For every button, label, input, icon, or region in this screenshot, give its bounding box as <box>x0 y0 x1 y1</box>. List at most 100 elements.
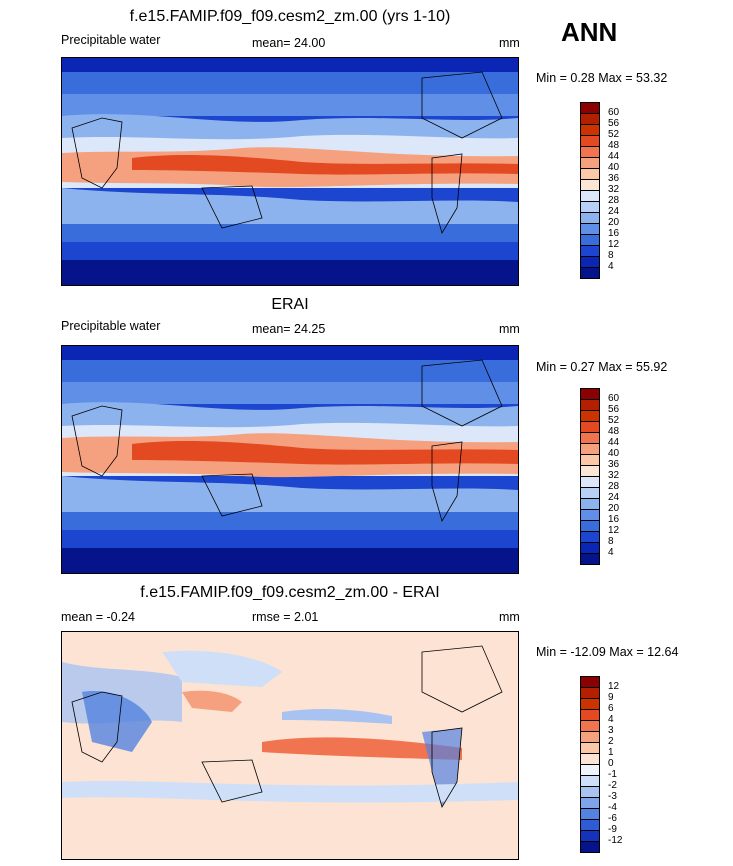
colorbar-swatch <box>580 245 600 257</box>
colorbar-swatch <box>580 841 600 853</box>
panel-3-map <box>61 631 519 860</box>
colorbar-tick-label: 36 <box>608 459 620 470</box>
colorbar-tick-label: 44 <box>608 151 620 162</box>
colorbar-swatch <box>580 256 600 268</box>
colorbar-tick-label: 4 <box>608 714 614 725</box>
panel-1-colorbar: 60 56 52 48 44 40 36 32 28 24 20 16 12 8 4 <box>580 102 640 282</box>
colorbar-swatch <box>580 465 600 477</box>
panel-1-mean-label: mean= 24.00 <box>252 36 326 50</box>
colorbar-tick-label: 24 <box>608 492 620 503</box>
colorbar-swatch <box>580 476 600 488</box>
colorbar-swatch <box>580 553 600 565</box>
colorbar-swatch <box>580 498 600 510</box>
panel-1-title: f.e15.FAMIP.f09_f09.cesm2_zm.00 (yrs 1-1… <box>129 8 451 25</box>
colorbar-tick-label: 3 <box>608 725 614 736</box>
panel-2-mean-label: mean= 24.25 <box>252 322 326 336</box>
colorbar-swatch <box>580 443 600 455</box>
colorbar-tick-label: -12 <box>608 835 623 846</box>
colorbar-tick-label: -4 <box>608 802 617 813</box>
colorbar-tick-label: -2 <box>608 780 617 791</box>
colorbar-tick-label: 28 <box>608 195 620 206</box>
colorbar-swatch <box>580 786 600 798</box>
colorbar-tick-label: 48 <box>608 140 620 151</box>
colorbar-tick-label: 32 <box>608 184 620 195</box>
panel-2-variable-label: Precipitable water <box>61 319 161 333</box>
colorbar-swatch <box>580 764 600 776</box>
colorbar-tick-label: 20 <box>608 217 620 228</box>
colorbar-swatch <box>580 808 600 820</box>
colorbar-swatch <box>580 421 600 433</box>
colorbar-swatch <box>580 223 600 235</box>
colorbar-tick-label: 8 <box>608 536 614 547</box>
panel-3-colorbar: 12 9 6 4 3 2 1 0 -1 -2 -3 -4 -6 -9 -12 <box>580 676 640 856</box>
colorbar-swatch <box>580 720 600 732</box>
season-label: ANN <box>561 17 618 47</box>
colorbar-swatch <box>580 168 600 180</box>
colorbar-swatch <box>580 509 600 521</box>
colorbar-tick-label: 52 <box>608 415 620 426</box>
colorbar-tick-label: -1 <box>608 769 617 780</box>
colorbar-swatch <box>580 531 600 543</box>
colorbar-swatch <box>580 742 600 754</box>
colorbar-tick-label: 40 <box>608 448 620 459</box>
panel-1-map-graphic <box>62 58 518 285</box>
panel-3-rmse-label: rmse = 2.01 <box>252 610 319 624</box>
colorbar-swatch <box>580 731 600 743</box>
colorbar-tick-label: 12 <box>608 525 620 536</box>
colorbar-tick-label: 60 <box>608 107 620 118</box>
panel-1-map <box>61 57 519 286</box>
colorbar-swatch <box>580 454 600 466</box>
colorbar-swatch <box>580 124 600 136</box>
colorbar-swatch <box>580 234 600 246</box>
colorbar-tick-label: 60 <box>608 393 620 404</box>
panel-3-map-graphic <box>62 632 518 859</box>
colorbar-tick-label: -3 <box>608 791 617 802</box>
colorbar-swatch <box>580 487 600 499</box>
colorbar-tick-label: 52 <box>608 129 620 140</box>
colorbar-tick-label: 16 <box>608 228 620 239</box>
colorbar-tick-label: 0 <box>608 758 614 769</box>
colorbar-tick-label: 1 <box>608 747 614 758</box>
panel-3-title: f.e15.FAMIP.f09_f09.cesm2_zm.00 - ERAI <box>140 584 440 601</box>
colorbar-tick-label: 12 <box>608 239 620 250</box>
colorbar-swatch <box>580 410 600 422</box>
colorbar-tick-label: 8 <box>608 250 614 261</box>
panel-3-units: mm <box>499 610 520 624</box>
colorbar-tick-label: 48 <box>608 426 620 437</box>
colorbar-tick-label: 56 <box>608 118 620 129</box>
colorbar-tick-label: 6 <box>608 703 614 714</box>
panel-2-minmax: Min = 0.27 Max = 55.92 <box>536 360 668 374</box>
colorbar-tick-label: 56 <box>608 404 620 415</box>
panel-2-map <box>61 345 519 574</box>
panel-1-units: mm <box>499 36 520 50</box>
colorbar-swatch <box>580 212 600 224</box>
colorbar-swatch <box>580 135 600 147</box>
colorbar-swatch <box>580 542 600 554</box>
colorbar-swatch <box>580 676 600 688</box>
colorbar-tick-label: 32 <box>608 470 620 481</box>
colorbar-swatch <box>580 432 600 444</box>
colorbar-swatch <box>580 201 600 213</box>
colorbar-swatch <box>580 709 600 721</box>
colorbar-swatch <box>580 830 600 842</box>
colorbar-swatch <box>580 179 600 191</box>
colorbar-tick-label: 20 <box>608 503 620 514</box>
colorbar-swatch <box>580 520 600 532</box>
colorbar-tick-label: 16 <box>608 514 620 525</box>
colorbar-swatch <box>580 267 600 279</box>
colorbar-tick-label: -6 <box>608 813 617 824</box>
colorbar-tick-label: 24 <box>608 206 620 217</box>
panel-1-variable-label: Precipitable water <box>61 33 161 47</box>
colorbar-swatch <box>580 102 600 114</box>
panel-3-minmax: Min = -12.09 Max = 12.64 <box>536 645 679 659</box>
panel-2-units: mm <box>499 322 520 336</box>
colorbar-swatch <box>580 399 600 411</box>
colorbar-swatch <box>580 819 600 831</box>
colorbar-swatch <box>580 146 600 158</box>
colorbar-swatch <box>580 190 600 202</box>
colorbar-swatch <box>580 157 600 169</box>
colorbar-tick-label: 9 <box>608 692 614 703</box>
colorbar-tick-label: 40 <box>608 162 620 173</box>
colorbar-tick-label: -9 <box>608 824 617 835</box>
colorbar-swatch <box>580 113 600 125</box>
